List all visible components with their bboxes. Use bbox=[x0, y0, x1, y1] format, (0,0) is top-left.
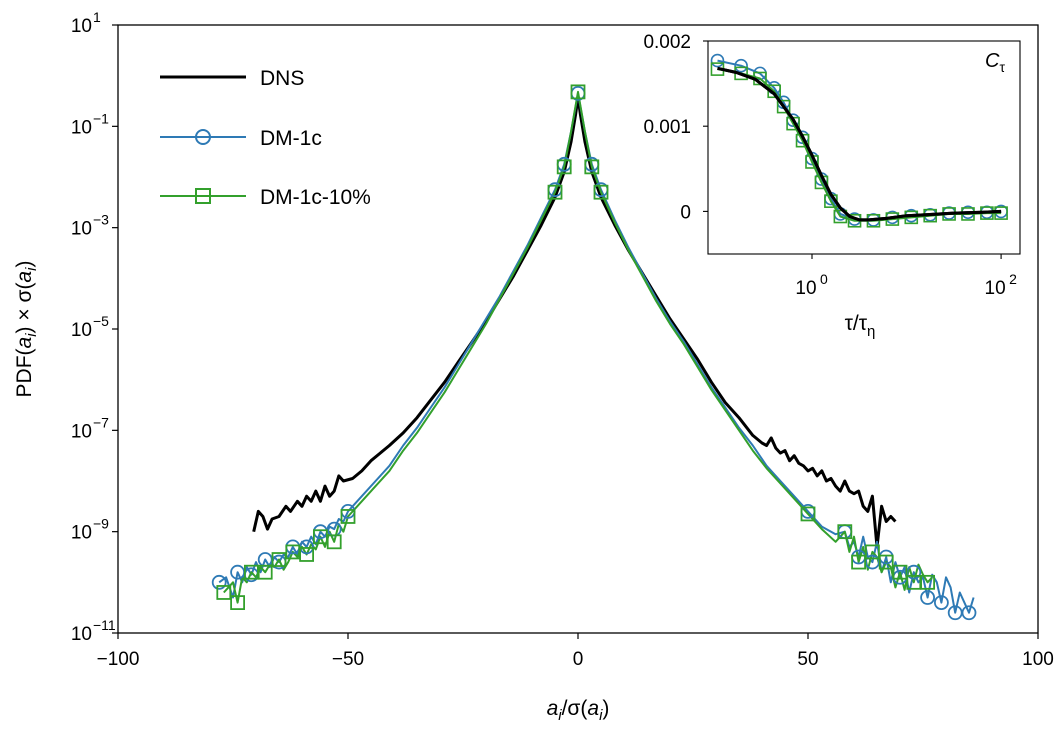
legend-label-dm-1c: DM-1c bbox=[260, 127, 322, 150]
main-x-ticks: −100 −50 0 50 100 bbox=[97, 633, 1054, 670]
main-x-tick-label: −100 bbox=[97, 649, 140, 670]
main-y-tick-exponent: −7 bbox=[93, 414, 109, 430]
legend-marker-square bbox=[195, 188, 211, 204]
main-data-point-dm-1c-10 bbox=[257, 564, 273, 580]
main-y-tick-exponent: 1 bbox=[93, 9, 101, 25]
main-data-point-dm-1c-10 bbox=[800, 506, 816, 522]
main-series-line-dns bbox=[252, 95, 897, 549]
main-data-point-dm-1c-10 bbox=[556, 159, 572, 175]
main-y-tick-label: 10 bbox=[71, 117, 92, 138]
inset-data-point-dm-1c-10 bbox=[833, 209, 848, 224]
main-y-tick-label: 10 bbox=[71, 523, 92, 544]
legend: DNS DM-1c DM-1c-10% bbox=[160, 67, 371, 209]
inset-data-point-dm-1c-10 bbox=[767, 84, 781, 99]
main-data-point-dm-1c-10 bbox=[340, 509, 356, 524]
main-y-tick-label: 10 bbox=[71, 16, 92, 37]
main-y-tick-exponent: −3 bbox=[93, 212, 109, 228]
main-y-tick-label: 10 bbox=[71, 320, 92, 341]
legend-item-dm-1c-10: DM-1c-10% bbox=[160, 186, 371, 209]
main-x-axis-label: ai/σ(ai) bbox=[547, 697, 610, 724]
inset-x-tick-label: 10 bbox=[795, 278, 816, 299]
legend-item-dns: DNS bbox=[160, 67, 304, 90]
main-data-point-dm-1c bbox=[920, 590, 935, 605]
main-x-tick-label: −50 bbox=[332, 649, 364, 670]
legend-label-dm-1c-10: DM-1c-10% bbox=[260, 186, 371, 209]
main-data-point-dm-1c-10 bbox=[271, 552, 287, 567]
main-x-tick-label: 100 bbox=[1022, 649, 1054, 670]
main-data-point-dm-1c-10 bbox=[299, 547, 315, 562]
inset-x-tick-exponent: 2 bbox=[1009, 271, 1017, 287]
main-data-point-dm-1c-10 bbox=[837, 524, 853, 540]
inset-y-ticks: 0.002 0.001 0 bbox=[643, 32, 708, 223]
inset-y-tick-label: 0.001 bbox=[643, 117, 691, 138]
inset-data-point-dm-1c bbox=[734, 58, 748, 73]
inset-data-point-dm-1c bbox=[710, 53, 725, 68]
main-data-point-dm-1c-10 bbox=[851, 554, 866, 570]
main-y-tick-label: 10 bbox=[71, 219, 92, 240]
main-data-point-dm-1c-10 bbox=[230, 595, 246, 610]
main-series-layer bbox=[211, 84, 977, 621]
main-data-point-dm-1c bbox=[211, 574, 227, 590]
main-y-tick-label: 10 bbox=[71, 421, 92, 442]
inset-x-tick-label: 10 bbox=[985, 278, 1006, 299]
main-data-point-dm-1c-10 bbox=[216, 585, 232, 600]
main-x-tick-label: 50 bbox=[797, 649, 818, 670]
inset-data-point-dm-1c-10 bbox=[776, 99, 791, 114]
main-y-tick-label: 10 bbox=[71, 624, 92, 645]
main-y-tick-exponent: −5 bbox=[93, 313, 109, 329]
main-data-point-dm-1c-10 bbox=[892, 564, 908, 580]
legend-marker-circle bbox=[195, 129, 211, 145]
inset-series-layer bbox=[710, 53, 1008, 228]
main-data-point-dm-1c-10 bbox=[584, 159, 600, 175]
main-y-tick-exponent: −11 bbox=[93, 617, 116, 633]
main-data-point-dm-1c-10 bbox=[865, 544, 880, 560]
main-data-point-dm-1c-10 bbox=[920, 574, 935, 590]
inset-x-tick-exponent: 0 bbox=[820, 271, 828, 287]
main-x-tick-label: 0 bbox=[573, 649, 584, 670]
main-data-point-dm-1c bbox=[934, 595, 949, 610]
inset-y-tick-label: 0.002 bbox=[643, 32, 691, 53]
legend-item-dm-1c: DM-1c bbox=[160, 127, 322, 150]
legend-label-dns: DNS bbox=[260, 67, 304, 90]
inset-x-axis-label: τ/τη bbox=[845, 312, 876, 340]
main-y-tick-exponent: −1 bbox=[93, 110, 109, 126]
inset-x-ticks: 10 0 10 2 bbox=[795, 254, 1017, 299]
main-data-point-dm-1c bbox=[961, 605, 977, 621]
main-data-point-dm-1c-10 bbox=[878, 554, 894, 570]
main-y-axis-label: PDF(ai) × σ(ai) bbox=[13, 261, 40, 398]
inset-series-line-dns-top bbox=[717, 66, 1002, 222]
main-data-point-dm-1c-10 bbox=[326, 534, 342, 550]
main-data-point-dm-1c-10 bbox=[593, 184, 609, 200]
inset-annotation-c-tau: Cτ bbox=[985, 50, 1005, 75]
main-data-point-dm-1c-10 bbox=[570, 84, 586, 100]
inset-y-tick-label: 0 bbox=[680, 202, 691, 223]
main-y-tick-exponent: −9 bbox=[93, 516, 109, 532]
main-data-point-dm-1c-10 bbox=[547, 184, 563, 200]
